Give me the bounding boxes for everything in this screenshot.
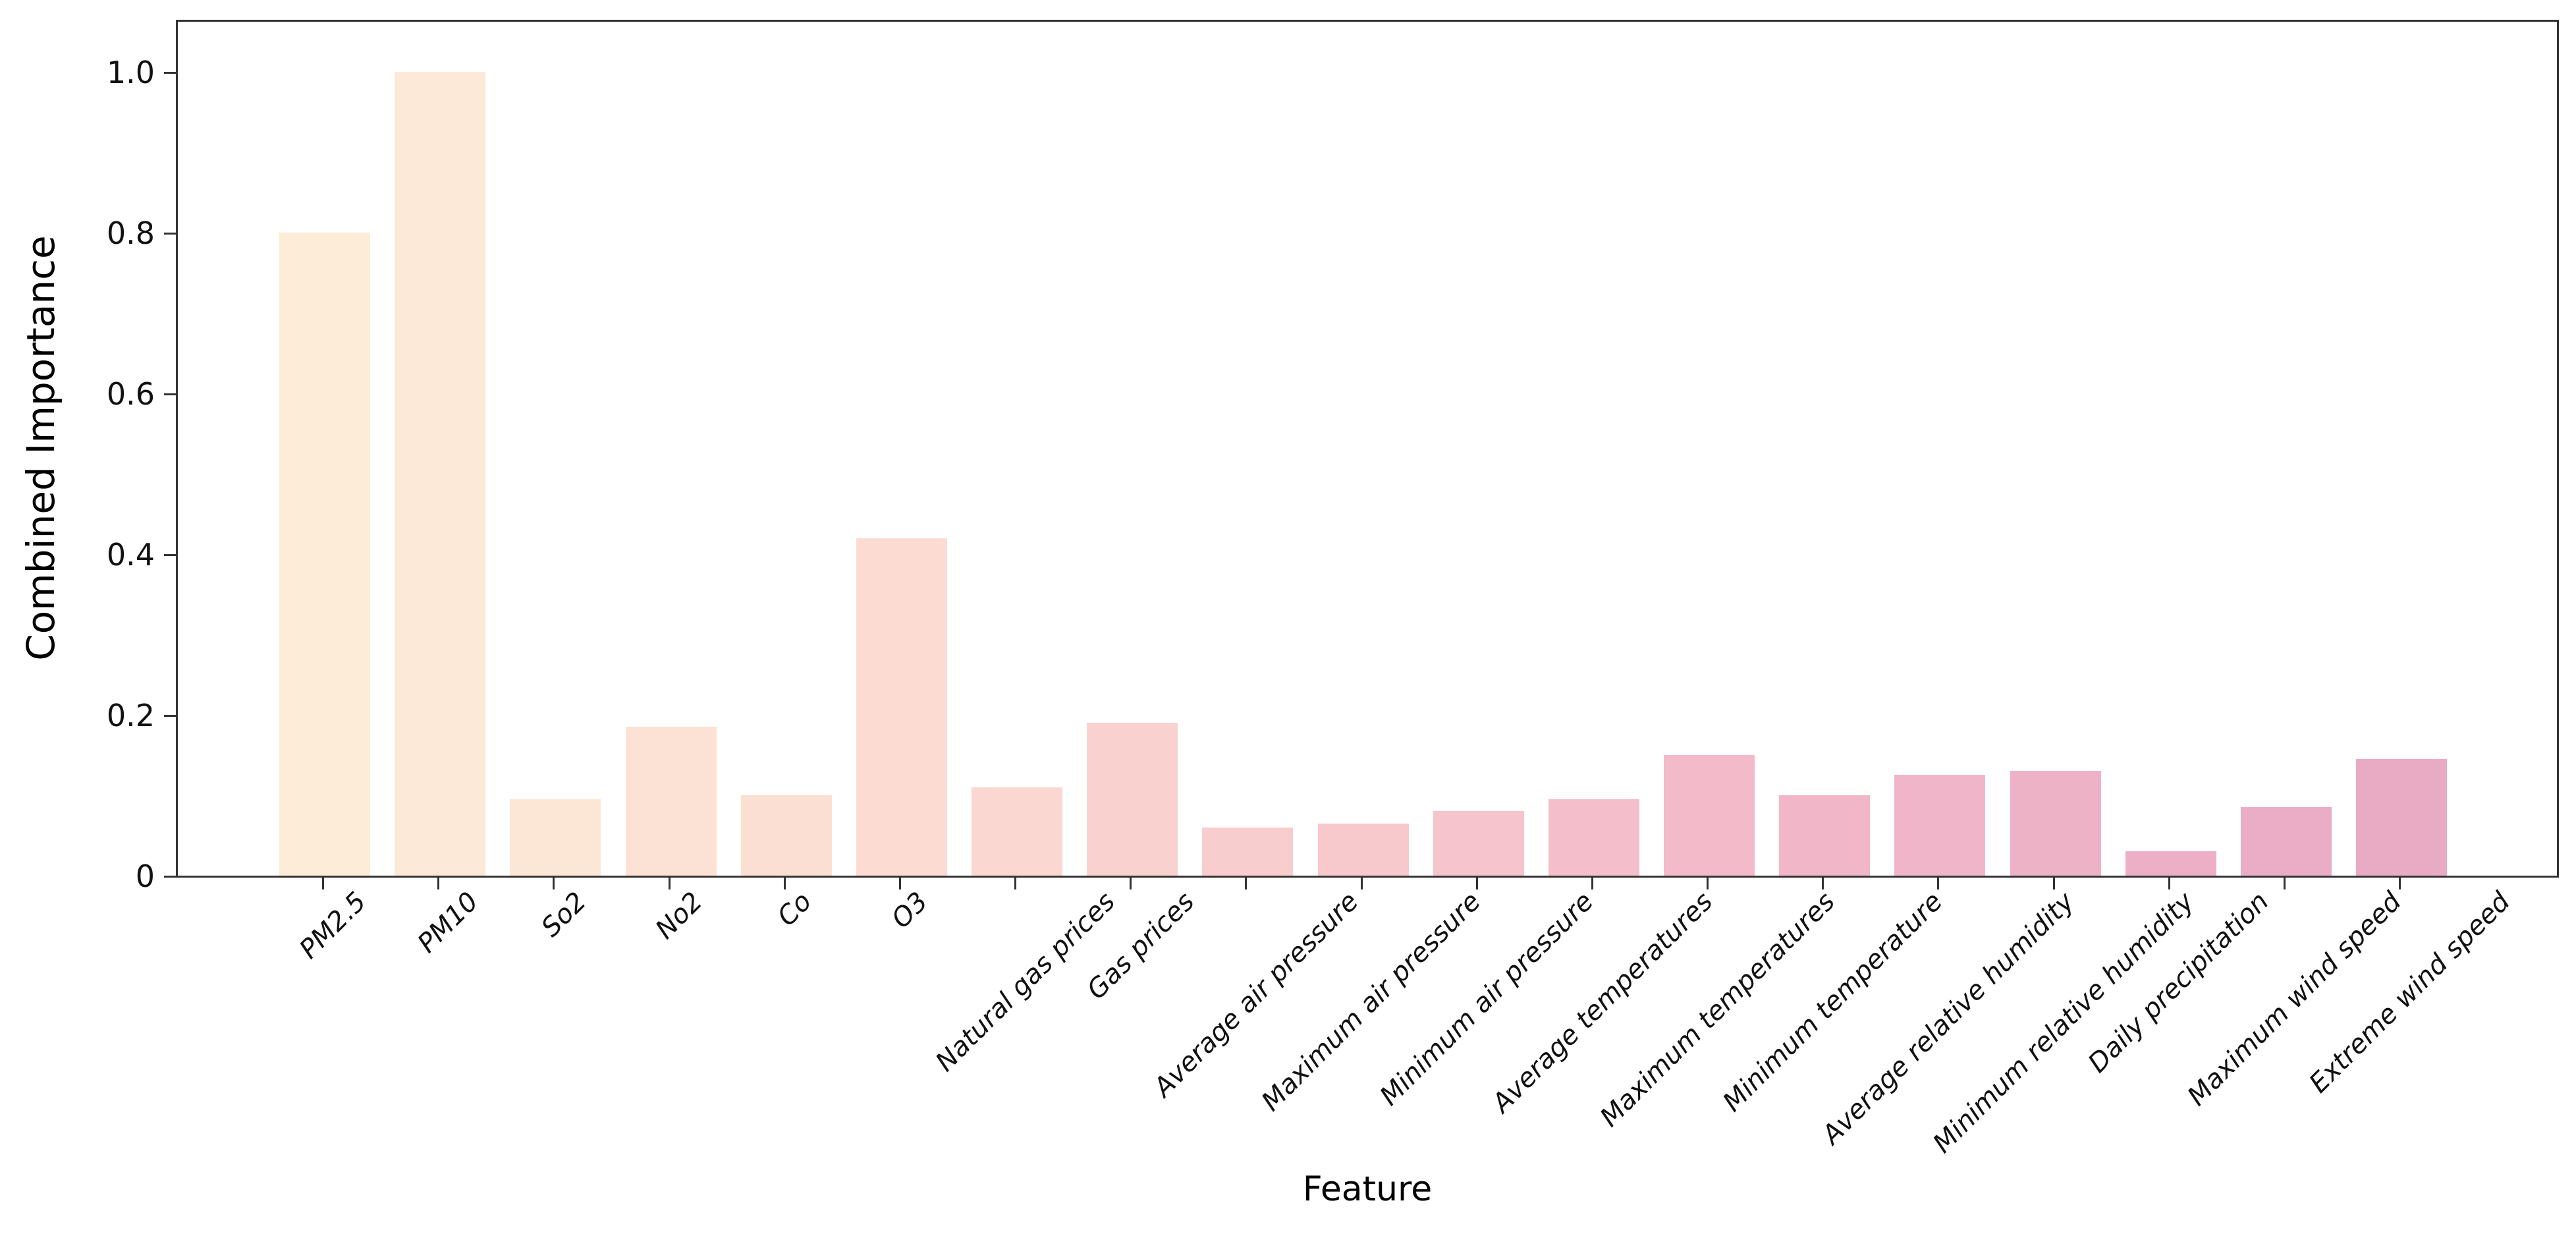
- x-tick-label-average-relative-humidity: Average relative humidity: [1816, 886, 2081, 1150]
- bar-minimum-relative-humidity: [2010, 771, 2101, 876]
- x-tick-mark: [1707, 878, 1709, 889]
- y-tick-label: 0: [135, 859, 155, 894]
- x-tick-mark: [1937, 878, 1940, 889]
- x-tick-label-minimum-air-pressure: Minimum air pressure: [1374, 886, 1600, 1112]
- bar-o3: [856, 538, 947, 876]
- x-tick-mark: [1130, 878, 1132, 889]
- x-tick-label-extreme-wind-speed: Extreme wind speed: [2303, 886, 2516, 1099]
- x-tick-label-so2: So2: [535, 886, 592, 944]
- y-tick-mark: [164, 393, 176, 395]
- x-tick-label-o3: O3: [885, 886, 934, 935]
- bar-minimum-temperature: [1779, 795, 1871, 876]
- x-tick-label-minimum-temperature: Minimum temperature: [1717, 886, 1949, 1118]
- x-tick-mark: [1360, 878, 1363, 889]
- bar-co: [740, 795, 832, 876]
- bar-extreme-wind-speed: [2356, 759, 2448, 876]
- bar-average-temperatures: [1548, 799, 1639, 876]
- x-tick-label-maximum-wind-speed: Maximum wind speed: [2181, 886, 2407, 1112]
- bar-minimum-air-pressure: [1433, 811, 1524, 876]
- x-tick-mark: [437, 878, 440, 889]
- x-tick-mark: [1245, 878, 1247, 889]
- y-tick-label: 0.6: [106, 376, 155, 412]
- x-tick-label-pm2-5: PM2.5: [294, 886, 373, 965]
- x-tick-mark: [1014, 878, 1017, 889]
- y-tick-mark: [164, 715, 176, 717]
- bar-natural-gas-prices: [972, 787, 1063, 876]
- x-tick-mark: [1822, 878, 1824, 889]
- x-tick-mark: [2283, 878, 2286, 889]
- x-tick-mark: [2168, 878, 2170, 889]
- bar-average-air-pressure: [1202, 828, 1294, 876]
- bar-no2: [625, 727, 717, 876]
- bar-pm2-5: [279, 233, 370, 876]
- plot-area: [176, 20, 2559, 878]
- bar-gas-prices: [1087, 723, 1178, 876]
- x-axis-title: Feature: [1302, 1170, 1433, 1209]
- y-tick-label: 0.8: [106, 215, 155, 251]
- bar-daily-precipitation: [2125, 851, 2216, 876]
- y-tick-label: 1.0: [106, 55, 155, 90]
- x-tick-mark: [783, 878, 786, 889]
- bar-pm10: [395, 72, 486, 876]
- bar-so2: [510, 799, 601, 876]
- bar-maximum-wind-speed: [2240, 807, 2332, 876]
- x-tick-label-average-temperatures: Average temperatures: [1486, 886, 1718, 1119]
- x-tick-mark: [322, 878, 324, 889]
- bar-maximum-temperatures: [1664, 755, 1755, 876]
- x-tick-mark: [668, 878, 671, 889]
- x-tick-label-no2: No2: [649, 886, 709, 945]
- bar-average-relative-humidity: [1894, 775, 1986, 876]
- y-tick-mark: [164, 233, 176, 235]
- y-tick-mark: [164, 554, 176, 556]
- x-tick-mark: [1591, 878, 1593, 889]
- y-tick-label: 0.4: [106, 537, 155, 573]
- y-tick-mark: [164, 72, 176, 74]
- bar-maximum-air-pressure: [1317, 824, 1409, 876]
- x-tick-mark: [2399, 878, 2401, 889]
- x-tick-mark: [1475, 878, 1478, 889]
- x-tick-mark: [898, 878, 901, 889]
- x-tick-label-pm10: PM10: [412, 886, 485, 959]
- y-axis-title: Combined Importance: [18, 235, 63, 661]
- x-tick-mark: [553, 878, 555, 889]
- y-tick-label: 0.2: [106, 698, 155, 733]
- y-tick-mark: [164, 876, 176, 878]
- x-tick-mark: [2052, 878, 2055, 889]
- x-tick-label-co: Co: [771, 886, 818, 932]
- x-tick-label-maximum-air-pressure: Maximum air pressure: [1256, 886, 1487, 1117]
